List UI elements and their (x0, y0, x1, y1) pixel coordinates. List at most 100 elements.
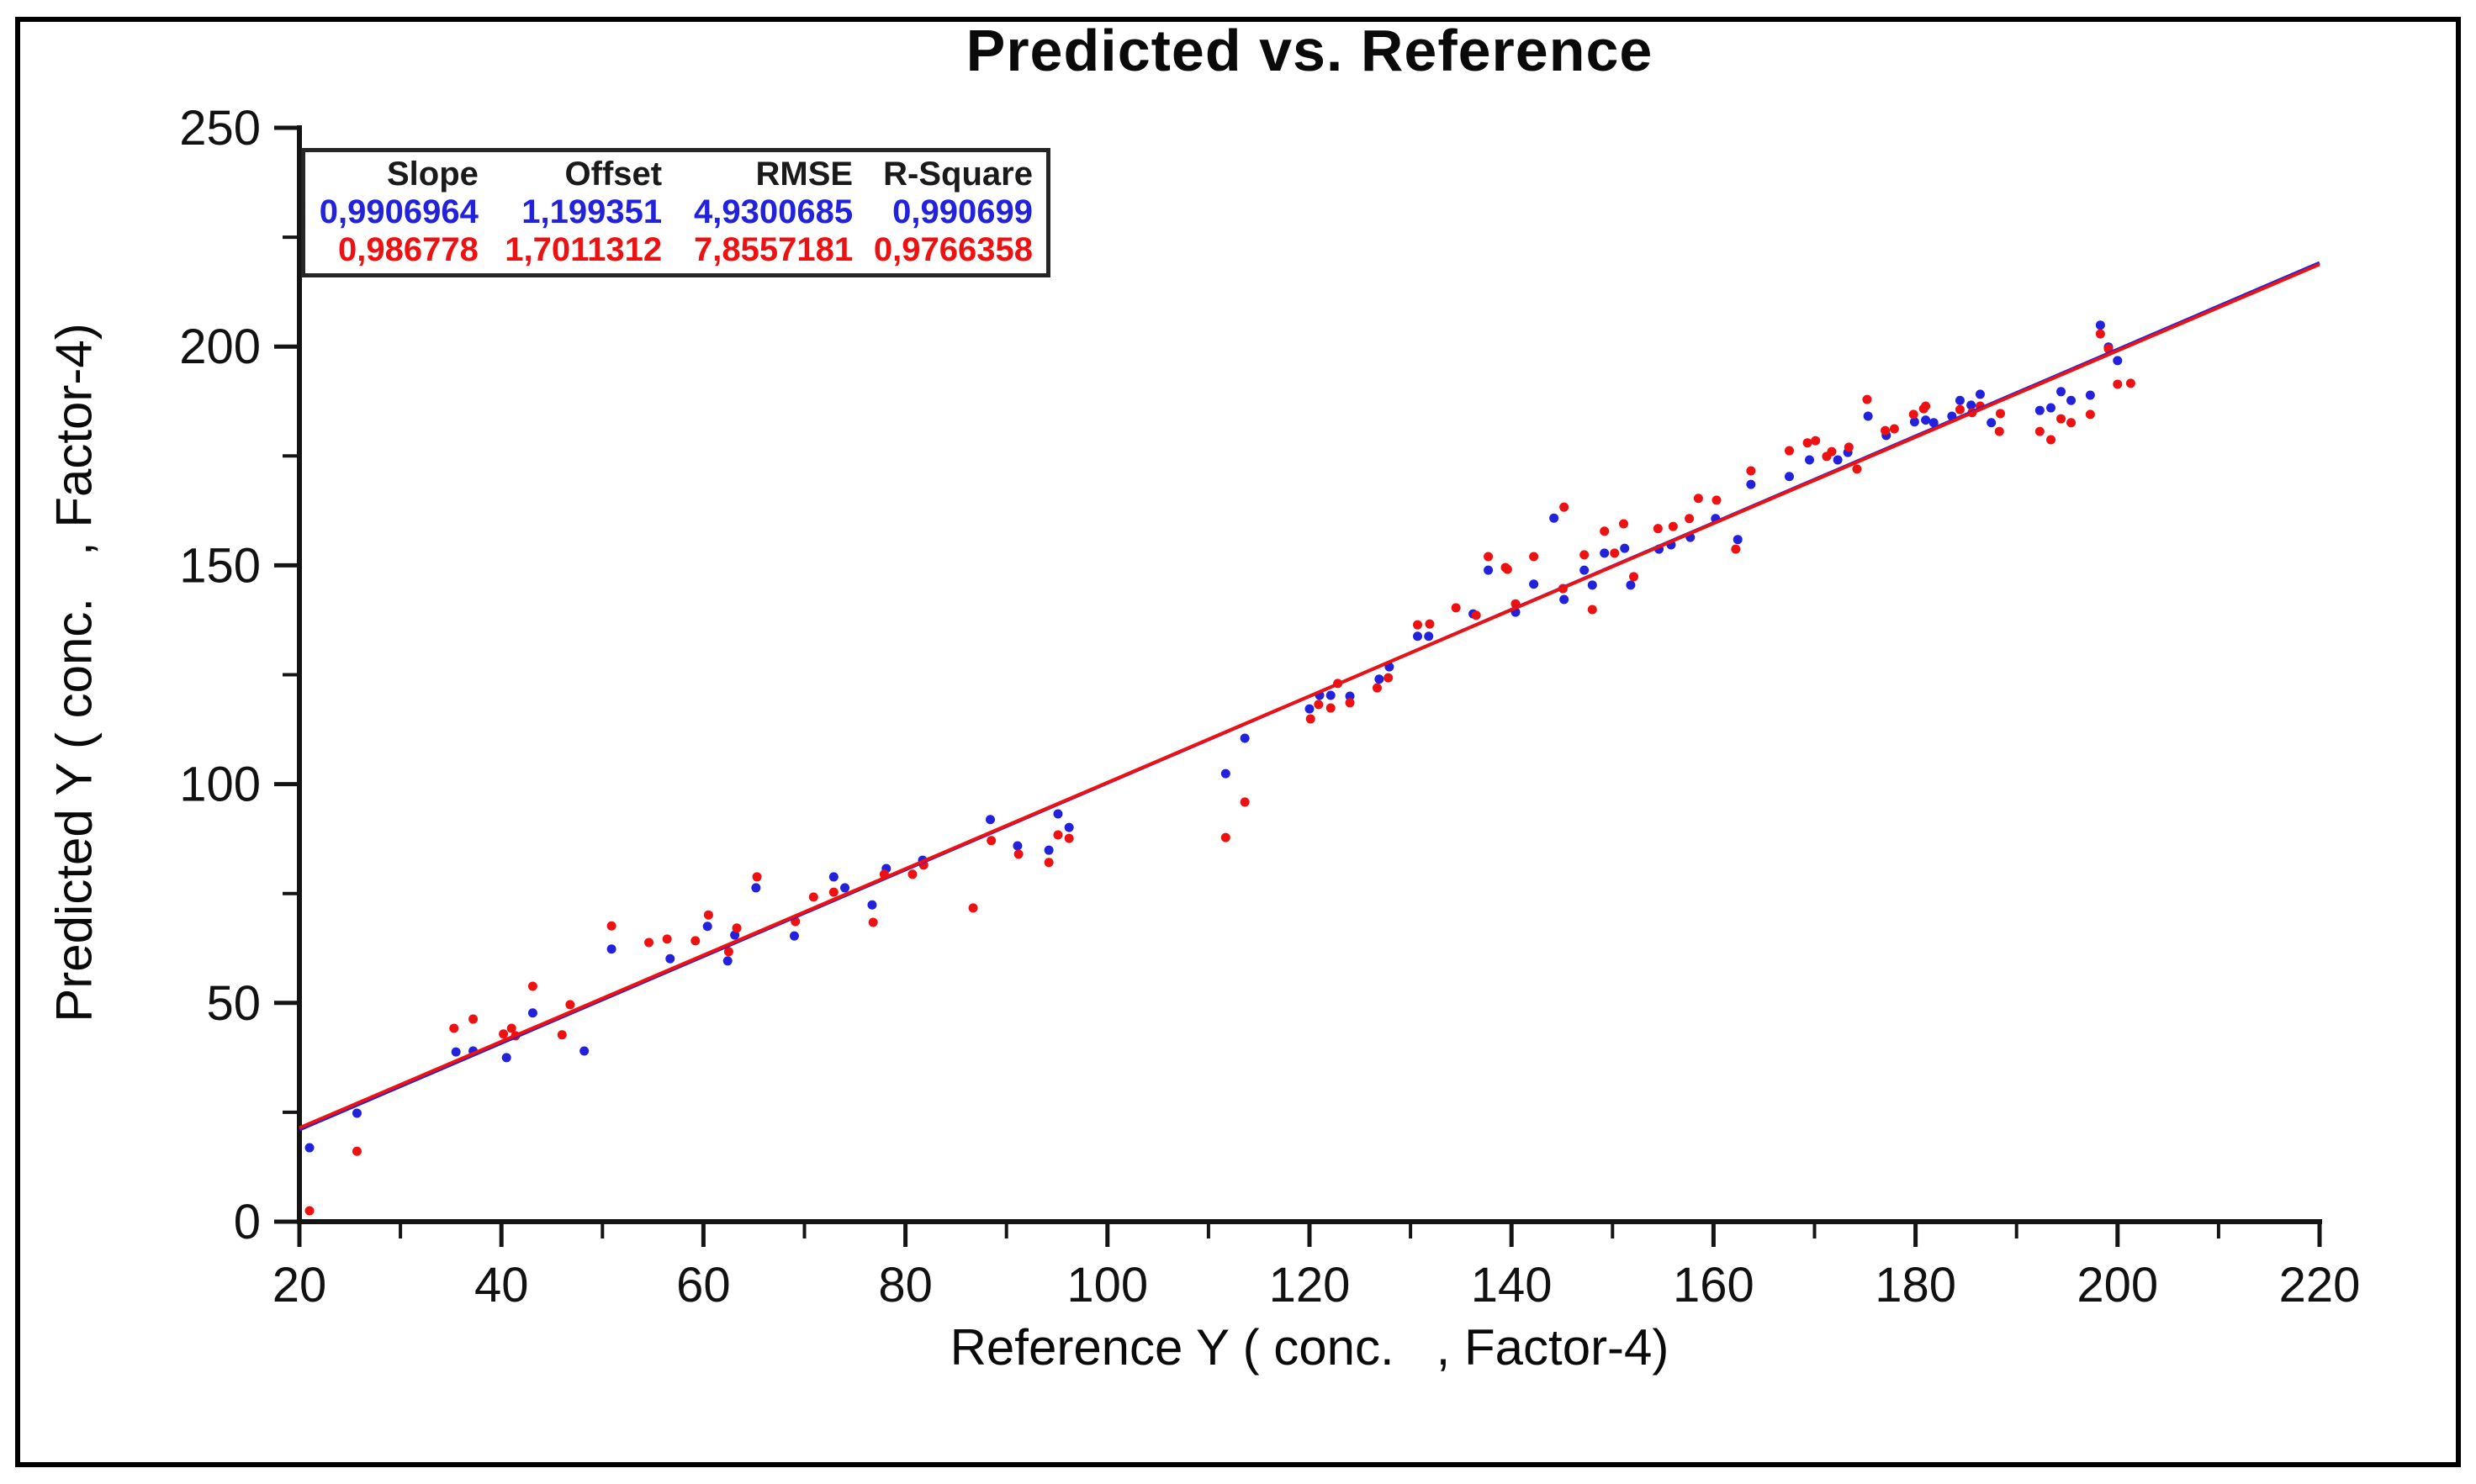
blue-series-point (751, 883, 761, 893)
blue-series-point (1053, 809, 1063, 819)
blue-series-point (1325, 690, 1336, 700)
red-series-point (1579, 550, 1590, 560)
red-series-point (868, 917, 878, 927)
red-series-point (1685, 514, 1695, 524)
blue-series-point (1928, 418, 1939, 428)
red-series-point (1600, 526, 1610, 536)
red-series-point (2046, 435, 2056, 445)
red-series-point (1802, 438, 1812, 448)
red-series-point (1305, 714, 1315, 724)
blue-series-point (1863, 411, 1873, 421)
red-series-point (1220, 832, 1230, 842)
blue-series-point (2034, 405, 2045, 415)
red-series-point (1908, 409, 1918, 420)
red-series-point (2034, 426, 2045, 436)
stats-value-row0-offset: 1,199351 (521, 193, 663, 230)
y-tick-label: 250 (179, 101, 261, 156)
x-tick-label: 40 (474, 1258, 529, 1312)
blue-series-point (1424, 631, 1434, 642)
blue-series-point (1784, 472, 1794, 482)
red-series-point (1372, 683, 1382, 693)
x-tick-label: 220 (2279, 1258, 2361, 1312)
x-axis-label: Reference Y ( conc. , Factor-4) (950, 1319, 1669, 1376)
red-series-point (1746, 466, 1756, 476)
x-tick-label: 160 (1673, 1258, 1754, 1312)
x-tick-label: 60 (676, 1258, 731, 1312)
blue-series-point (840, 883, 850, 893)
stats-box: Slope Offset RMSE R-Square 0,9906964 1,199351… (301, 148, 1050, 277)
blue-series-point (1345, 691, 1355, 701)
blue-series-point (867, 900, 877, 910)
red-series-point (907, 869, 918, 879)
blue-series-point (1987, 418, 1997, 428)
blue-series-point (1413, 631, 1423, 642)
red-series-point (987, 836, 997, 846)
y-axis-label: Predicted Y ( conc. , Factor-4) (45, 323, 103, 1022)
stats-header-offset: Offset (564, 156, 663, 193)
blue-series-point (1921, 415, 1931, 425)
red-series-point (1451, 603, 1461, 613)
blue-series-point (1626, 580, 1636, 590)
x-tick-label: 140 (1471, 1258, 1553, 1312)
red-series-point (1425, 619, 1435, 629)
red-series-point (1889, 424, 1899, 434)
red-series-point (828, 887, 839, 897)
blue-series-point (527, 1008, 537, 1018)
blue-series-point (304, 1143, 315, 1153)
red-series-point (1881, 425, 1891, 436)
red-series-point (732, 923, 742, 933)
blue-series-point (1529, 579, 1539, 589)
red-series-point (2113, 379, 2123, 389)
blue-series-point (1746, 479, 1756, 489)
red-series-point (1013, 849, 1024, 859)
red-series-point (1345, 698, 1355, 708)
red-series-point (1784, 446, 1794, 456)
chart-title: Predicted vs. Reference (966, 18, 1653, 83)
x-tick-label: 20 (272, 1258, 327, 1312)
red-series-point (808, 892, 818, 902)
blue-series-point (1620, 543, 1630, 553)
blue-series-point (1975, 389, 1985, 399)
red-series-point (1587, 605, 1597, 615)
blue-series-point (1587, 580, 1597, 590)
blue-series-point (1966, 400, 1976, 410)
red-series-point (1502, 564, 1512, 574)
red-series-point (1471, 610, 1481, 621)
blue-series-point (1013, 841, 1023, 851)
stats-value-row1-slope: 0,986778 (338, 231, 479, 268)
blue-series-point (2113, 356, 2123, 366)
red-series-point (1044, 858, 1054, 868)
y-tick-label: 50 (206, 976, 261, 1031)
red-series-point (1240, 797, 1250, 807)
blue-series-point (730, 930, 740, 940)
red-series-point (1827, 446, 1837, 457)
red-series-point (1383, 673, 1394, 683)
axes-lines (297, 125, 2322, 1224)
red-series-point (1413, 620, 1423, 630)
blue-series-point (2066, 395, 2077, 405)
blue-series-point (1304, 704, 1315, 714)
red-series-point (468, 1014, 479, 1024)
red-series-point (1693, 494, 1703, 504)
blue-series-point (1955, 395, 1965, 405)
red-series-point (968, 903, 978, 913)
y-tick-label: 100 (179, 758, 261, 812)
red-series-point (1619, 519, 1629, 529)
x-tick-label: 180 (1875, 1258, 1956, 1312)
red-series-point (527, 981, 537, 991)
blue-series-point (1044, 845, 1054, 855)
red-series-point (304, 1206, 315, 1216)
stats-value-row1-offset: 1,7011312 (505, 231, 663, 268)
red-series-point (1995, 409, 2005, 419)
blue-series-point (501, 1053, 511, 1063)
red-series-point (1529, 552, 1539, 562)
stats-value-row0-rmse: 4,9300685 (694, 193, 854, 230)
blue-series-point (451, 1047, 461, 1057)
red-series-point (752, 872, 762, 882)
red-series-point (352, 1146, 362, 1156)
red-series-point (1921, 401, 1931, 411)
blue-series-point (1733, 535, 1743, 545)
red-series-point (1994, 426, 2004, 436)
red-series-point (1852, 464, 1862, 474)
